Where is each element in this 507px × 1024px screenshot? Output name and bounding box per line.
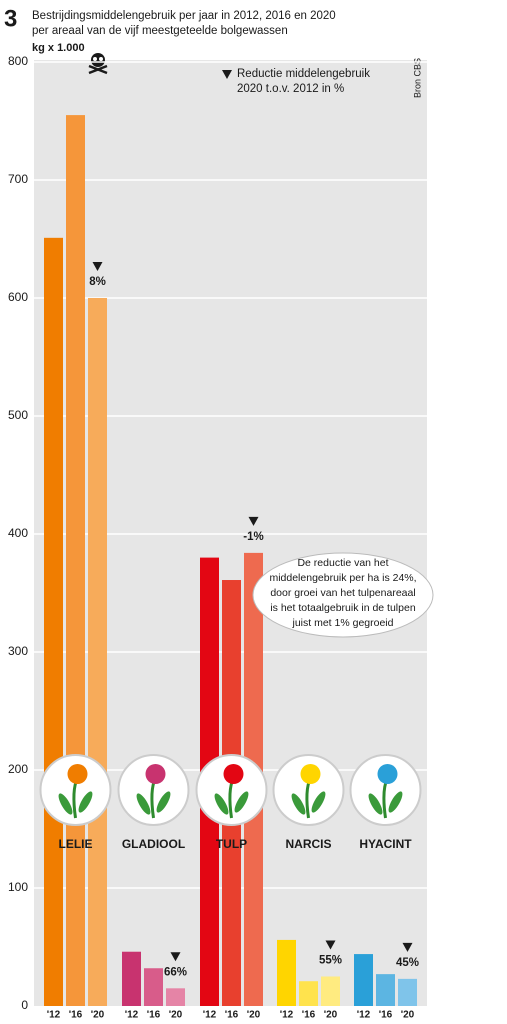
y-tick-label: 800 — [8, 54, 28, 68]
source: Bron CBS — [412, 58, 422, 98]
reduction-marker — [170, 952, 181, 962]
bar — [88, 298, 107, 1006]
flower-leaf — [58, 793, 73, 815]
bar — [166, 988, 185, 1006]
bar — [66, 115, 85, 1007]
annotation-text: is het totaalgebruik in de tulpen — [270, 602, 416, 614]
annotation-text: door groei van het tulpenareaal — [270, 587, 415, 599]
data-label: -1% — [243, 531, 263, 543]
flower-bloom — [67, 764, 88, 784]
flower-leaf — [388, 791, 403, 813]
x-tick-label: '12 — [280, 1010, 294, 1021]
bar — [277, 939, 296, 1006]
flower-bloom — [223, 764, 244, 784]
x-tick-label: '20 — [401, 1010, 415, 1021]
bar — [376, 974, 395, 1006]
flower-leaf — [368, 793, 383, 815]
bar — [122, 951, 141, 1006]
x-tick-label: '16 — [302, 1010, 316, 1021]
y-tick-label: 400 — [8, 526, 28, 540]
reduction-marker — [325, 940, 336, 950]
y-tick-label: 300 — [8, 644, 28, 658]
y-axis-label: kg x 1.000 — [32, 42, 85, 54]
x-tick-label: '20 — [91, 1010, 105, 1021]
x-tick-label: '16 — [379, 1010, 393, 1021]
series-name: GLADIOOL — [122, 837, 185, 851]
x-tick-label: '16 — [147, 1010, 161, 1021]
flower-bloom — [377, 764, 398, 784]
skull-icon — [88, 53, 108, 75]
series-name: LELIE — [58, 837, 92, 851]
x-tick-label: '12 — [125, 1010, 139, 1021]
data-label: 55% — [319, 955, 342, 967]
reduction-marker — [248, 516, 259, 526]
flower-icon — [272, 754, 345, 826]
flower-leaf — [156, 791, 171, 813]
x-tick-label: '20 — [247, 1010, 261, 1021]
series-name: HYACINT — [359, 837, 412, 851]
y-tick-label: 200 — [8, 762, 28, 776]
data-label: 66% — [164, 966, 187, 978]
x-tick-label: '16 — [69, 1010, 83, 1021]
x-tick-label: '12 — [203, 1010, 217, 1021]
flower-icon — [195, 754, 268, 826]
x-tick-label: '16 — [225, 1010, 239, 1021]
flower-leaf — [311, 791, 326, 813]
legend-marker — [222, 70, 232, 79]
flower-leaf — [136, 793, 151, 815]
y-tick-label: 600 — [8, 290, 28, 304]
flower-leaf — [214, 793, 229, 815]
flower-icon — [117, 754, 190, 826]
flower-icon — [349, 754, 422, 826]
data-label: 45% — [396, 957, 419, 969]
reduction-marker — [92, 262, 103, 271]
chart-title: Bestrijdingsmiddelengebruik per jaar in … — [32, 10, 336, 22]
x-tick-label: '12 — [357, 1010, 371, 1021]
bar — [321, 976, 340, 1006]
flower-leaf — [234, 791, 249, 813]
bar — [354, 954, 373, 1006]
series-name: TULP — [216, 837, 247, 851]
chart-subtitle: per areaal van de vijf meestgeteelde bol… — [32, 25, 288, 37]
chart-number: 3 — [4, 5, 17, 32]
y-tick-label: 700 — [8, 172, 28, 186]
bar — [144, 968, 163, 1006]
flower-leaf — [291, 793, 306, 815]
legend-text: 2020 t.o.v. 2012 in % — [237, 83, 344, 95]
flower-bloom — [145, 764, 166, 784]
annotation-text: De reductie van het — [297, 557, 388, 569]
x-tick-label: '20 — [169, 1010, 183, 1021]
flower-leaf — [78, 791, 93, 813]
y-tick-label: 500 — [8, 408, 28, 422]
reduction-marker — [402, 942, 413, 952]
flower-icon — [39, 754, 112, 826]
y-tick-label: 100 — [8, 880, 28, 894]
flower-bloom — [300, 764, 321, 784]
x-tick-label: '12 — [47, 1010, 61, 1021]
bar — [398, 978, 417, 1006]
annotation-text: middelengebruik per ha is 24%, — [269, 572, 416, 584]
annotation-text: juist met 1% gegroeid — [292, 617, 394, 629]
legend-text: Reductie middelengebruik — [237, 68, 370, 80]
annotation-bubble — [252, 552, 434, 638]
series-name: NARCIS — [285, 837, 331, 851]
y-tick-label: 0 — [21, 998, 28, 1012]
bar — [299, 981, 318, 1006]
x-tick-label: '20 — [324, 1010, 338, 1021]
bar — [44, 237, 63, 1006]
data-label: 8% — [89, 276, 106, 288]
